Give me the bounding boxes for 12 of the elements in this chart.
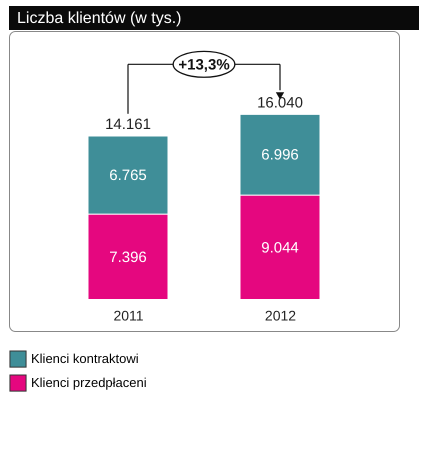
- data-label: 7.396: [109, 248, 147, 266]
- chart-title: Liczba klientów (w tys.): [17, 10, 182, 27]
- x-tick-label: 2012: [264, 308, 296, 324]
- data-label: 9.044: [261, 239, 299, 256]
- data-label: 6.765: [109, 167, 147, 184]
- data-label: 6.996: [261, 146, 299, 164]
- legend-label: Klienci kontraktowi: [31, 351, 139, 366]
- text: +13,3%: [178, 56, 230, 74]
- total-label: 16.040: [257, 94, 303, 112]
- total-label: 14.161: [105, 116, 151, 134]
- x-tick-label: 2011: [113, 308, 144, 324]
- legend-label: Klienci przedpłaceni: [31, 375, 147, 390]
